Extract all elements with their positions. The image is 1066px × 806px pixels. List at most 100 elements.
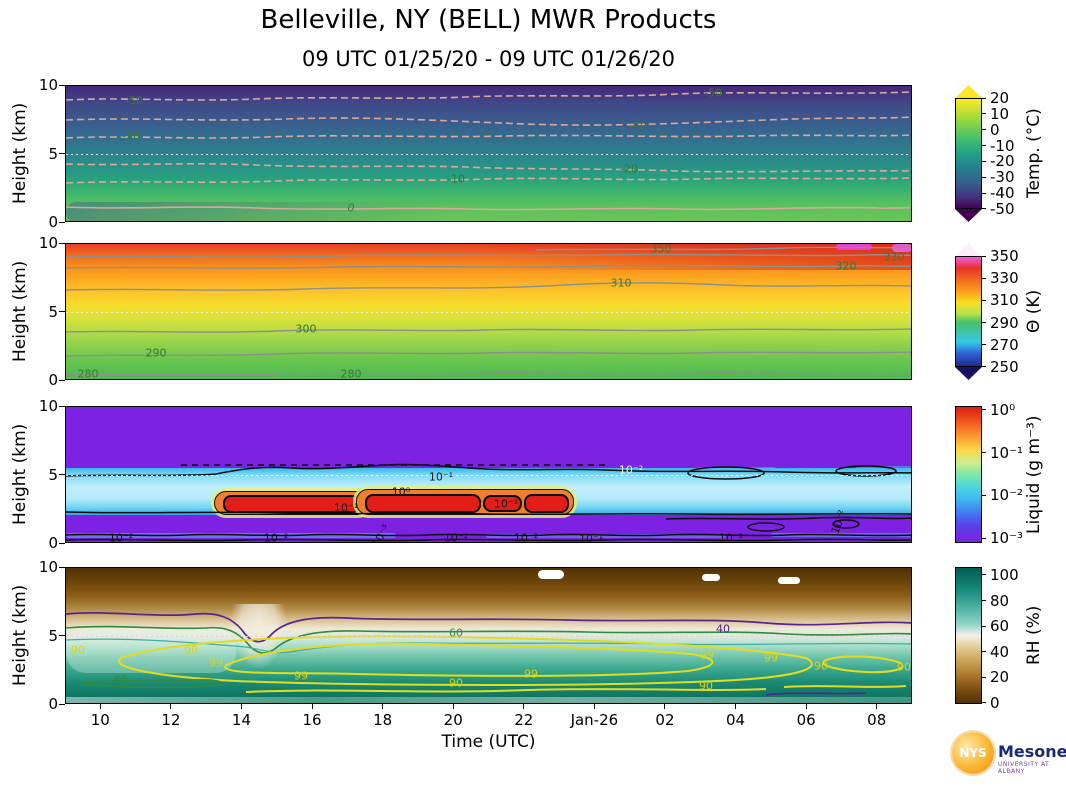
x-tick-label: 16 xyxy=(302,711,322,729)
x-tick-label: 08 xyxy=(867,711,887,729)
x-tick-mark xyxy=(523,704,525,709)
chart-subtitle: 09 UTC 01/25/20 - 09 UTC 01/26/20 xyxy=(302,47,675,71)
colorbar-tick-label: 10⁻³ xyxy=(990,529,1024,548)
x-tick-mark xyxy=(99,704,101,709)
colorbar-tick-label: 250 xyxy=(990,357,1019,376)
contour-line-0 xyxy=(66,206,911,211)
contour-label: 10⁻¹ xyxy=(718,531,744,543)
colorbar-tick-label: -20 xyxy=(990,152,1015,171)
contour-label: 10⁻² xyxy=(108,531,134,543)
colorbar-tick-label: 10⁰ xyxy=(990,400,1016,419)
y-tick-mark xyxy=(59,84,65,86)
y-tick-label: 10 xyxy=(38,234,58,252)
y-tick-label: 0 xyxy=(48,534,58,552)
y-axis-label: Height (km) xyxy=(10,102,30,205)
colorbar-tick-label: 20 xyxy=(990,89,1010,107)
colorbar-tick-label: 80 xyxy=(990,591,1010,610)
contour-label: 99 xyxy=(700,648,714,662)
colorbar-tick-label: 10⁻¹ xyxy=(990,443,1024,462)
colorbar-tick-label: 60 xyxy=(990,617,1010,636)
colorbar-tick-mark xyxy=(982,97,986,99)
colorbar-tick-mark xyxy=(982,192,986,194)
contour-label: 90 xyxy=(184,643,198,657)
colorbar-tick-mark xyxy=(982,344,986,346)
logo-badge-text: NYS xyxy=(959,746,987,760)
contour-line-60-low xyxy=(80,679,222,689)
contour-line-90-low xyxy=(783,685,907,688)
colorbar-tick-mark xyxy=(982,322,986,324)
colorbar-tick-mark xyxy=(982,452,986,454)
contour-line-right-mid xyxy=(665,516,911,520)
y-tick-label: 0 xyxy=(48,695,58,713)
colorbar-tick-label: 100 xyxy=(990,565,1019,584)
contour-label: 330 xyxy=(883,250,905,264)
colorbar-extend-bottom xyxy=(955,209,982,222)
colorbar-tick-mark xyxy=(982,702,986,704)
contour-label: -50 xyxy=(704,86,722,100)
contour-label: 280 xyxy=(340,367,362,380)
x-tick-mark xyxy=(240,704,242,709)
colorbar-tick-mark xyxy=(982,145,986,147)
colorbar-extend-top xyxy=(955,243,982,256)
contour-line-310 xyxy=(66,282,911,291)
colorbar-tick-label: -50 xyxy=(990,199,1015,218)
y-tick-label: 5 xyxy=(48,626,58,645)
y-axis-label: Height (km) xyxy=(10,423,30,526)
rh-saturated-patch xyxy=(702,574,720,581)
x-axis-title: Time (UTC) xyxy=(441,732,536,752)
liquid-contours xyxy=(66,463,911,542)
colorbar-tick-label: 270 xyxy=(990,335,1019,354)
y-tick-label: 0 xyxy=(48,371,58,389)
contour-label: 90 xyxy=(897,660,911,674)
contour-label: -20 xyxy=(620,162,638,176)
panel-theta: 350 330 320 310 300 290 280 280 xyxy=(65,243,912,380)
y-tick-mark xyxy=(59,311,65,312)
y-tick-label: 10 xyxy=(38,397,58,415)
chart-title: Belleville, NY (BELL) MWR Products xyxy=(260,5,717,35)
contour-loop-90 xyxy=(118,635,813,686)
colorbar-tick-mark xyxy=(982,129,986,131)
contour-label: 10⁻² xyxy=(263,531,289,543)
x-tick-mark xyxy=(311,704,313,709)
colorbar-tick-mark xyxy=(982,208,986,210)
colorbar-theta: 350 330 310 290 270 250 xyxy=(955,243,1019,380)
colorbar-tick-mark xyxy=(982,277,986,279)
colorbar-temperature: 20 10 0 -10 -20 -30 -40 -50 xyxy=(955,85,1015,222)
contour-line--50 xyxy=(66,91,911,101)
panel-liquid: 10⁻² 10⁻¹ 10⁰ 10⁻¹ 10⁻² 10⁻² 10⁻² 10⁻³ 10⁻² 10⁻² 1… xyxy=(65,406,912,543)
contour-line-40-low xyxy=(765,692,867,696)
panel-temperature: -50 -50 -40 -30 -20 -10 0 xyxy=(65,85,912,222)
colorbar-tick-label: 350 xyxy=(990,247,1019,265)
liquid-low-filament xyxy=(486,534,726,538)
contour-loop-upper xyxy=(835,465,897,477)
colorbar-tick-mark xyxy=(982,574,986,576)
colorbar-title-liquid: Liquid (g m⁻³) xyxy=(1024,415,1044,534)
contour-label: 60 xyxy=(114,673,128,687)
y-tick-label: 5 xyxy=(48,144,58,163)
colorbar-tick-mark xyxy=(982,537,986,539)
colorbar-liquid: 10⁰ 10⁻¹ 10⁻² 10⁻³ xyxy=(955,401,1023,547)
colorbar-tick-mark xyxy=(982,494,986,496)
contour-line--10 xyxy=(66,177,911,184)
contour-label: 90 xyxy=(449,676,463,690)
rh-saturated-patch xyxy=(538,570,564,579)
x-tick-mark xyxy=(452,704,454,709)
contour-label: 90 xyxy=(699,679,713,693)
colorbar-tick-label: 330 xyxy=(990,269,1019,288)
colorbar-gradient xyxy=(955,98,982,209)
contour-label: 99 xyxy=(764,651,778,665)
x-tick-label: 02 xyxy=(655,711,675,729)
colorbar-tick-label: 310 xyxy=(990,291,1019,310)
colorbar-tick-label: -10 xyxy=(990,136,1015,155)
colorbar-tick-mark xyxy=(982,625,986,627)
colorbar-tick-mark xyxy=(982,160,986,162)
contour-loop-low xyxy=(747,522,785,532)
theta-contours xyxy=(66,246,911,376)
contour-label: 10⁻² xyxy=(513,531,539,543)
x-tick-label: 22 xyxy=(514,711,534,729)
contour-loop-right xyxy=(822,655,904,674)
contour-line-low-1 xyxy=(66,533,911,537)
colorbar-title-theta: Θ (K) xyxy=(1024,289,1044,334)
contour-line-60 xyxy=(66,625,911,654)
